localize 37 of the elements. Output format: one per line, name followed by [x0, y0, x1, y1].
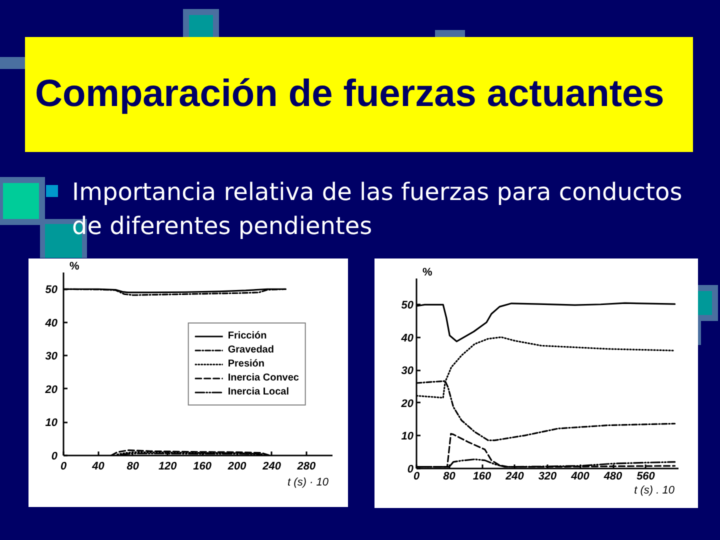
- y-tick-label: 10: [45, 417, 58, 430]
- x-tick-label: 400: [570, 470, 590, 482]
- legend-label: Gravedad: [228, 343, 274, 356]
- x-tick-label: 160: [472, 470, 492, 482]
- x-tick-label: 80: [443, 470, 456, 482]
- x-axis-title: t (s) . 10: [634, 484, 676, 496]
- legend-label: Inercia Local: [228, 385, 289, 398]
- legend-label: Inercia Convec: [228, 371, 299, 384]
- x-axis-title: t (s) · 10: [288, 476, 330, 488]
- y-tick-label: 0: [51, 450, 58, 462]
- x-tick-label: 160: [193, 460, 212, 472]
- y-tick-label: 20: [44, 384, 58, 396]
- y-tick-label: 40: [44, 317, 58, 330]
- y-axis-title: %: [70, 260, 80, 272]
- y-tick-label: 20: [400, 398, 414, 410]
- x-tick-label: 480: [602, 470, 624, 482]
- y-tick-label: 50: [45, 284, 58, 296]
- y-tick-label: 50: [401, 300, 414, 312]
- x-tick-label: 80: [126, 460, 140, 472]
- x-tick-label: 40: [91, 460, 106, 472]
- x-tick-label: 0: [60, 460, 68, 472]
- y-tick-label: 40: [400, 332, 414, 344]
- y-axis-title: %: [422, 266, 432, 278]
- x-tick-label: 280: [296, 460, 317, 472]
- x-tick-label: 560: [636, 470, 656, 482]
- y-tick-label: 30: [45, 350, 58, 363]
- x-tick-label: 240: [504, 470, 525, 482]
- x-tick-label: 240: [262, 460, 282, 472]
- x-tick-label: 200: [226, 460, 248, 472]
- x-tick-label: 320: [538, 470, 558, 482]
- legend-label: Presión: [228, 357, 265, 370]
- x-tick-label: 120: [158, 460, 178, 472]
- y-tick-label: 10: [401, 430, 414, 443]
- chart-title: Comparación de fuerzas actuantes: [25, 37, 693, 152]
- legend-label: Fricción: [228, 329, 267, 342]
- y-tick-label: 30: [401, 365, 414, 378]
- chart-subtitle: Importancia relativa de las fuerzas para conductos de diferentes pendientes: [72, 177, 684, 242]
